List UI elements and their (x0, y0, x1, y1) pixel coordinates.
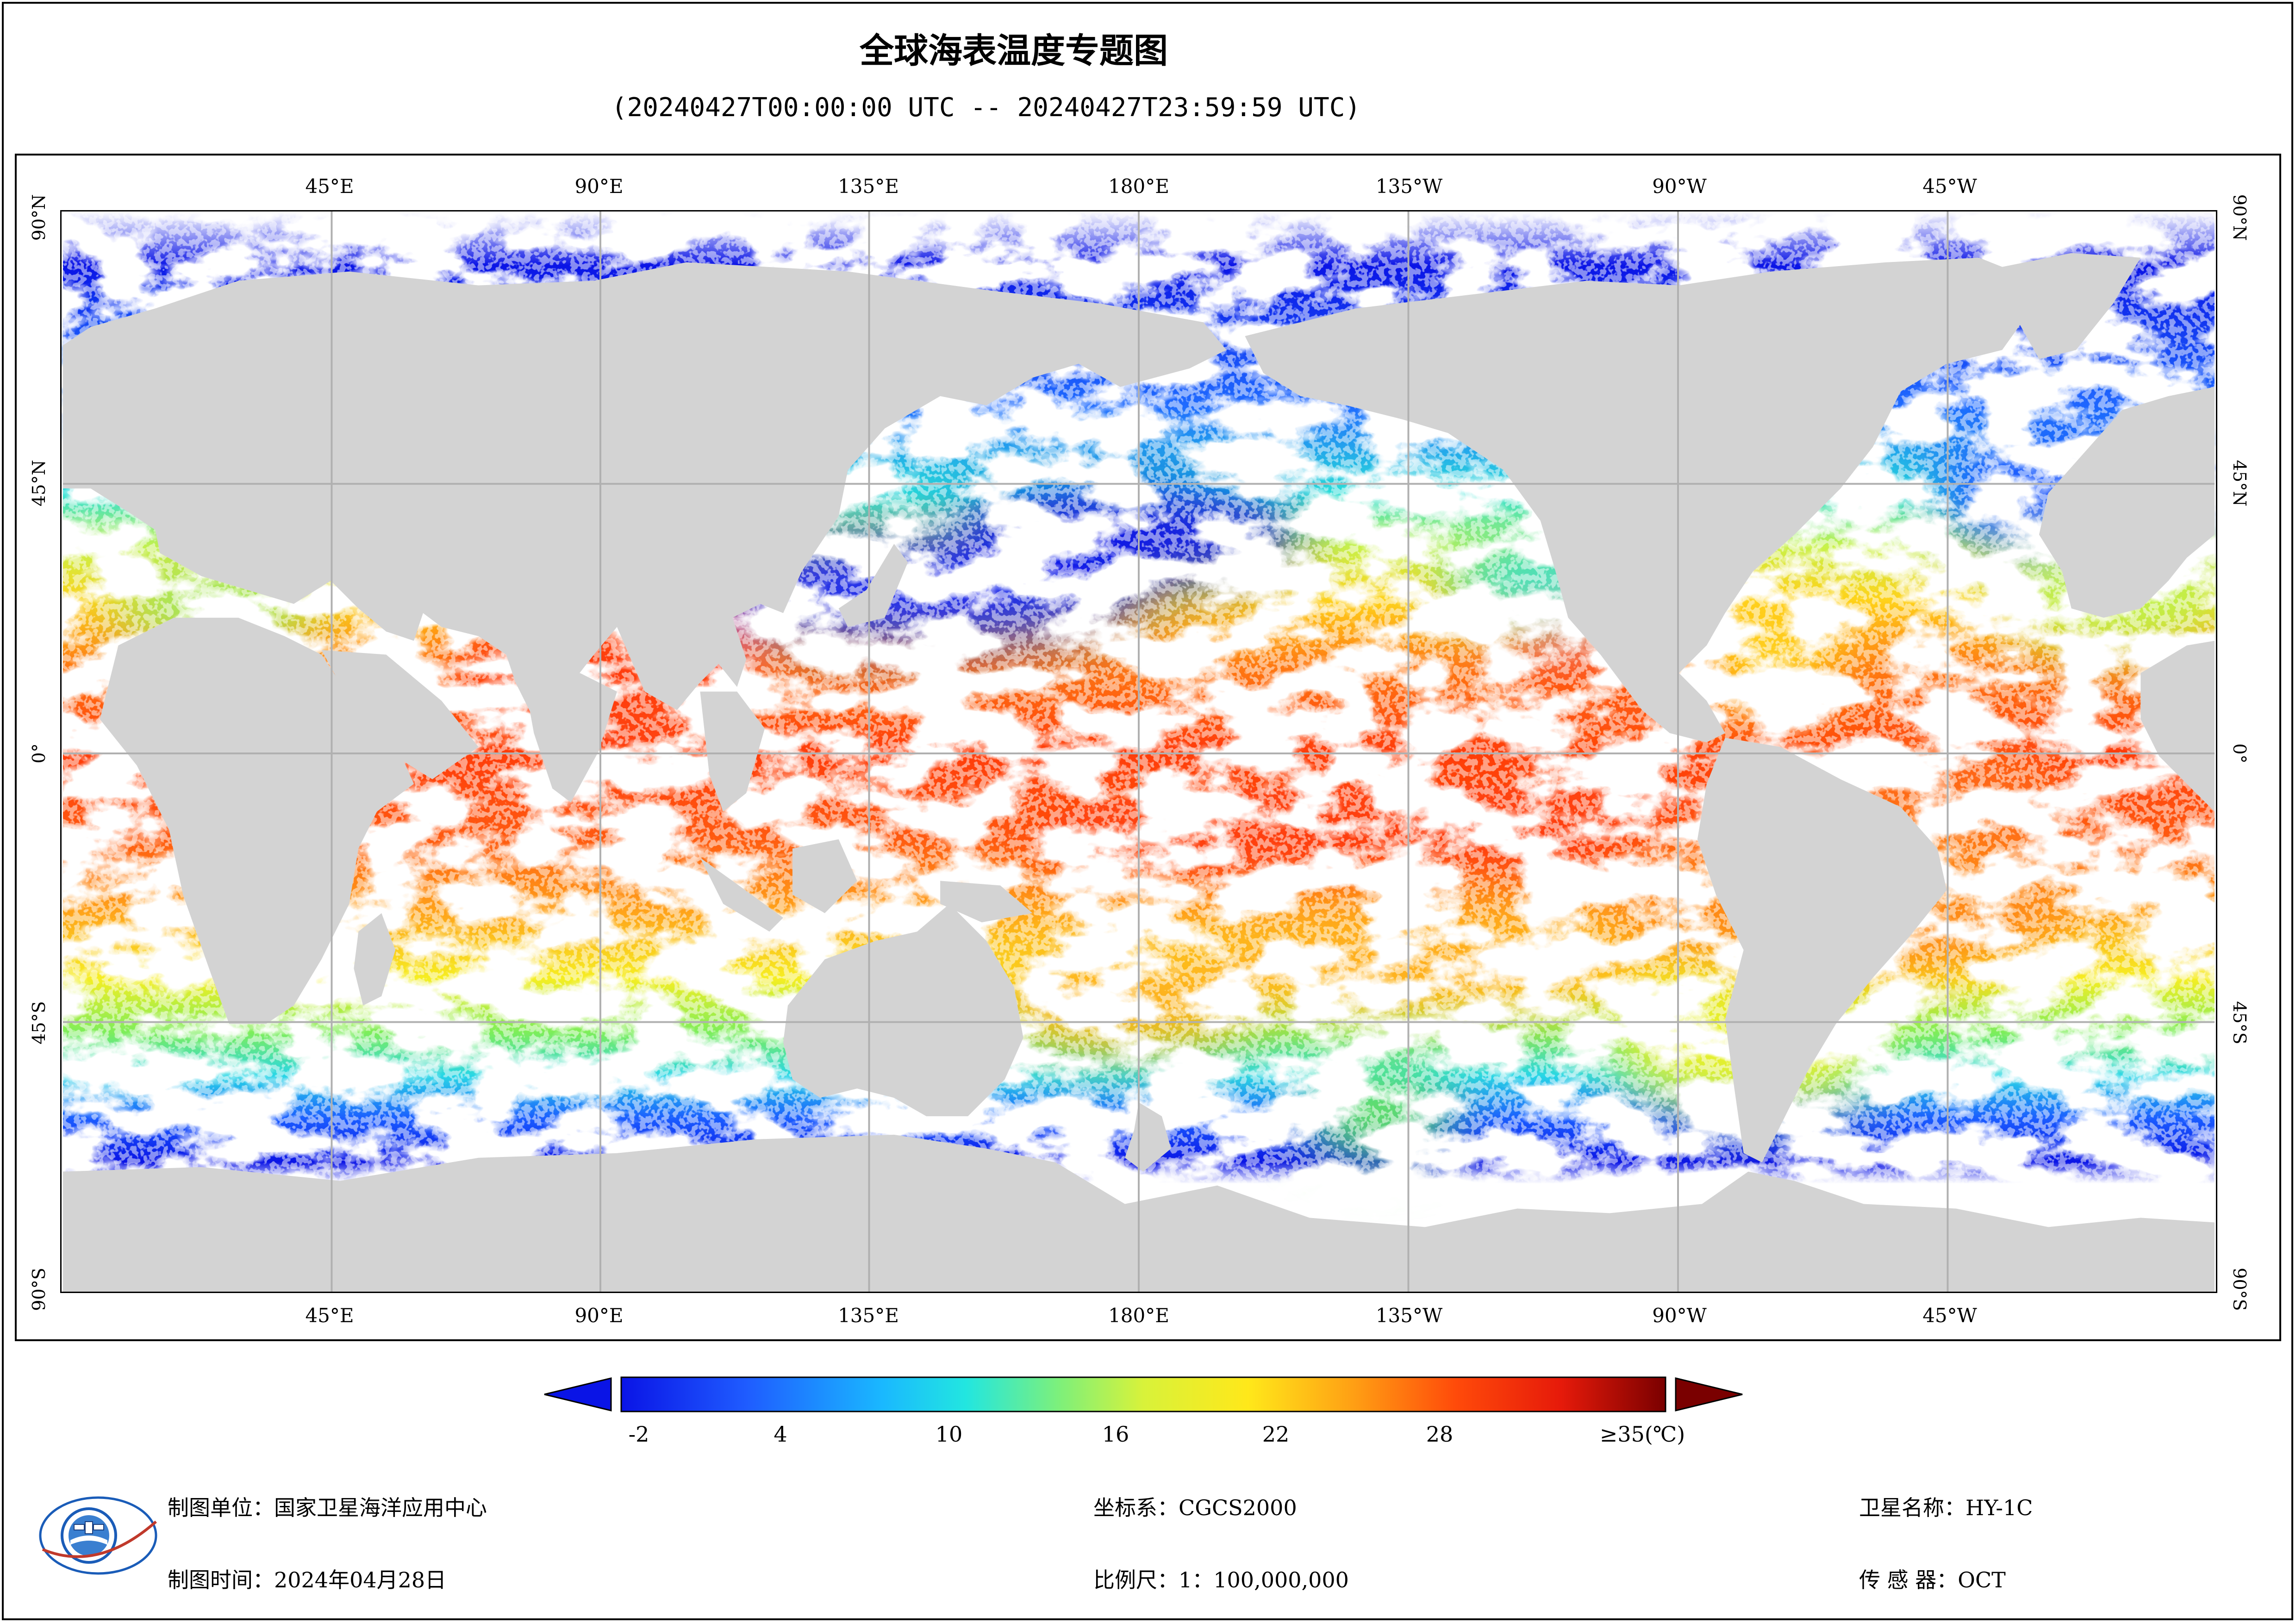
land-north-america (1245, 257, 2048, 743)
sst-map (60, 210, 2217, 1293)
lat-label-right-45s: 45°S (2229, 1001, 2250, 1045)
land-arabia (321, 650, 479, 779)
graticule (62, 211, 2215, 1292)
info-map-time: 制图时间：2024年04月28日 (168, 1567, 447, 1592)
map-title: 全球海表温度专题图 (860, 31, 1168, 71)
lon-label-top-180e: 180°E (1108, 175, 1169, 198)
land-greenland (2002, 253, 2141, 360)
map-frame (15, 154, 2281, 1341)
colorbar-tick-1: 4 (774, 1422, 787, 1447)
land-new-guinea (940, 881, 1033, 923)
colorbar-gradient (620, 1376, 1666, 1412)
info-sensor: 传 感 器：OCT (1859, 1567, 2006, 1592)
lon-label-bottom-90e: 90°E (574, 1304, 624, 1327)
land-africa (100, 617, 414, 1024)
colorbar (542, 1374, 1745, 1415)
colorbar-over-arrow (1675, 1377, 1743, 1412)
lon-label-bottom-180e: 180°E (1108, 1304, 1169, 1327)
lon-label-bottom-135w: 135°W (1375, 1304, 1443, 1327)
satellite-ocean-logo-icon (33, 1494, 163, 1577)
info-satellite-name: 卫星名称：HY-1C (1859, 1495, 2033, 1520)
lon-label-top-90e: 90°E (574, 175, 624, 198)
colorbar-tick-3: 16 (1102, 1422, 1129, 1447)
lat-label-right-90s: 90°S (2229, 1268, 2250, 1311)
sst-map-svg (62, 211, 2216, 1292)
colorbar-tick-0: -2 (628, 1422, 649, 1447)
colorbar-tick-4: 22 (1262, 1422, 1290, 1447)
lat-label-left-90n: 90°N (29, 194, 49, 241)
time-range-subtitle: (20240427T00:00:00 UTC -- 20240427T23:59… (611, 93, 1361, 123)
land-new-zealand (1125, 1102, 1171, 1172)
colorbar-under-arrow (544, 1377, 612, 1412)
lat-label-left-90s: 90°S (29, 1268, 49, 1311)
lon-label-bottom-45e: 45°E (305, 1304, 354, 1327)
lon-label-bottom-45w: 45°W (1922, 1304, 1977, 1327)
lat-label-left-45s: 45°S (29, 1001, 49, 1045)
colorbar-tick-6: ≥35(℃) (1599, 1422, 1685, 1447)
lat-label-right-45n: 45°N (2229, 460, 2250, 507)
lon-label-top-45e: 45°E (305, 175, 354, 198)
lat-label-left-0: 0° (29, 743, 49, 764)
lon-label-top-90w: 90°W (1652, 175, 1707, 198)
lat-label-left-45n: 45°N (29, 460, 49, 507)
land-india (524, 673, 617, 802)
lon-label-bottom-90w: 90°W (1652, 1304, 1707, 1327)
lon-label-top-135w: 135°W (1375, 175, 1443, 198)
colorbar-tick-2: 10 (935, 1422, 963, 1447)
info-coordinate-system: 坐标系：CGCS2000 (1093, 1495, 1297, 1520)
lon-label-bottom-135e: 135°E (838, 1304, 899, 1327)
lat-label-right-90n: 90°N (2229, 194, 2250, 241)
land-east-eurasia (2039, 387, 2215, 618)
land-sumatra (700, 858, 783, 932)
land-west-africa (2140, 640, 2215, 812)
lon-label-top-135e: 135°E (838, 175, 899, 198)
land-japan (838, 544, 908, 627)
colorbar-svg (544, 1376, 1743, 1412)
land-eurasia (62, 262, 1227, 734)
info-scale: 比例尺：1：100,000,000 (1093, 1567, 1349, 1592)
lat-label-right-0: 0° (2229, 743, 2250, 764)
colorbar-tick-5: 28 (1426, 1422, 1454, 1447)
land-madagascar (354, 913, 396, 1006)
land-australia (783, 904, 1023, 1116)
land-south-america (1697, 738, 1947, 1163)
land-indochina (700, 691, 765, 812)
info-map-unit: 制图单位：国家卫星海洋应用中心 (168, 1495, 487, 1520)
lon-label-top-45w: 45°W (1922, 175, 1977, 198)
land-borneo (792, 839, 857, 914)
